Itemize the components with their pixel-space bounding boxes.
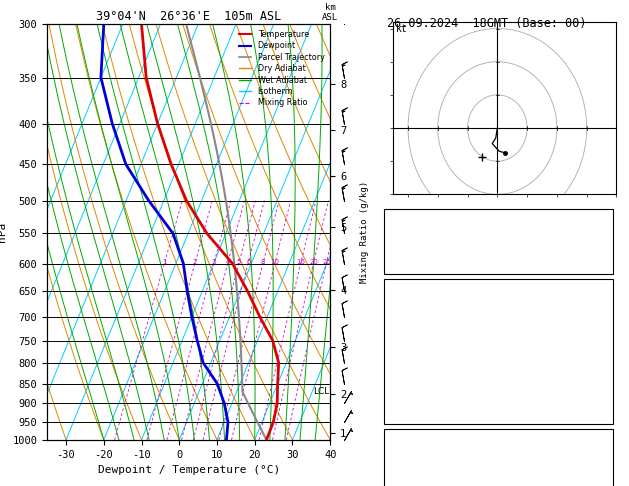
Text: 0: 0 — [600, 383, 607, 393]
Text: Surface: Surface — [473, 283, 521, 293]
Text: 2: 2 — [193, 260, 198, 265]
X-axis label: Dewpoint / Temperature (°C): Dewpoint / Temperature (°C) — [97, 465, 280, 475]
Text: 8: 8 — [261, 260, 265, 265]
Text: θᵉ(K): θᵉ(K) — [387, 342, 421, 352]
Text: θᵉ (K): θᵉ (K) — [387, 472, 427, 482]
Text: 25: 25 — [322, 260, 331, 265]
Title: 39°04'N  26°36'E  105m ASL: 39°04'N 26°36'E 105m ASL — [96, 10, 281, 23]
Text: CIN (J): CIN (J) — [387, 403, 434, 414]
Text: Totals Totals: Totals Totals — [387, 235, 475, 245]
Legend: Temperature, Dewpoint, Parcel Trajectory, Dry Adiabat, Wet Adiabat, Isotherm, Mi: Temperature, Dewpoint, Parcel Trajectory… — [238, 28, 326, 109]
Text: 26.09.2024  18GMT (Base: 00): 26.09.2024 18GMT (Base: 00) — [387, 17, 586, 30]
Text: 5: 5 — [237, 260, 242, 265]
Text: 322: 322 — [587, 342, 607, 352]
Text: Dewp (°C): Dewp (°C) — [387, 322, 448, 332]
Text: Lifted Index: Lifted Index — [387, 363, 468, 373]
Text: 3: 3 — [212, 260, 216, 265]
Text: 6: 6 — [246, 260, 250, 265]
Text: 40: 40 — [594, 235, 607, 245]
Text: Most Unstable: Most Unstable — [453, 433, 541, 443]
Text: 20: 20 — [309, 260, 318, 265]
Text: Temp (°C): Temp (°C) — [387, 301, 448, 312]
Text: 23.1: 23.1 — [580, 301, 607, 312]
Y-axis label: hPa: hPa — [0, 222, 7, 242]
Text: kt: kt — [396, 24, 408, 34]
Text: 10: 10 — [270, 260, 280, 265]
Text: 4: 4 — [600, 363, 607, 373]
Text: 1001: 1001 — [580, 451, 607, 462]
Text: 4: 4 — [226, 260, 230, 265]
Text: km
ASL: km ASL — [322, 3, 338, 22]
Text: 0: 0 — [600, 403, 607, 414]
Text: CAPE (J): CAPE (J) — [387, 383, 441, 393]
Text: © weatheronline.co.uk: © weatheronline.co.uk — [435, 470, 565, 480]
Text: LCL: LCL — [313, 387, 329, 396]
Text: 12.5: 12.5 — [580, 322, 607, 332]
Text: Pressure (mb): Pressure (mb) — [387, 451, 475, 462]
Text: Mixing Ratio (g/kg): Mixing Ratio (g/kg) — [360, 181, 369, 283]
Text: 1.75: 1.75 — [580, 256, 607, 266]
Text: 9: 9 — [600, 215, 607, 225]
Text: 1: 1 — [162, 260, 167, 265]
Text: PW (cm): PW (cm) — [387, 256, 434, 266]
Text: 322: 322 — [587, 472, 607, 482]
Text: K: K — [387, 215, 394, 225]
Text: 16: 16 — [296, 260, 306, 265]
